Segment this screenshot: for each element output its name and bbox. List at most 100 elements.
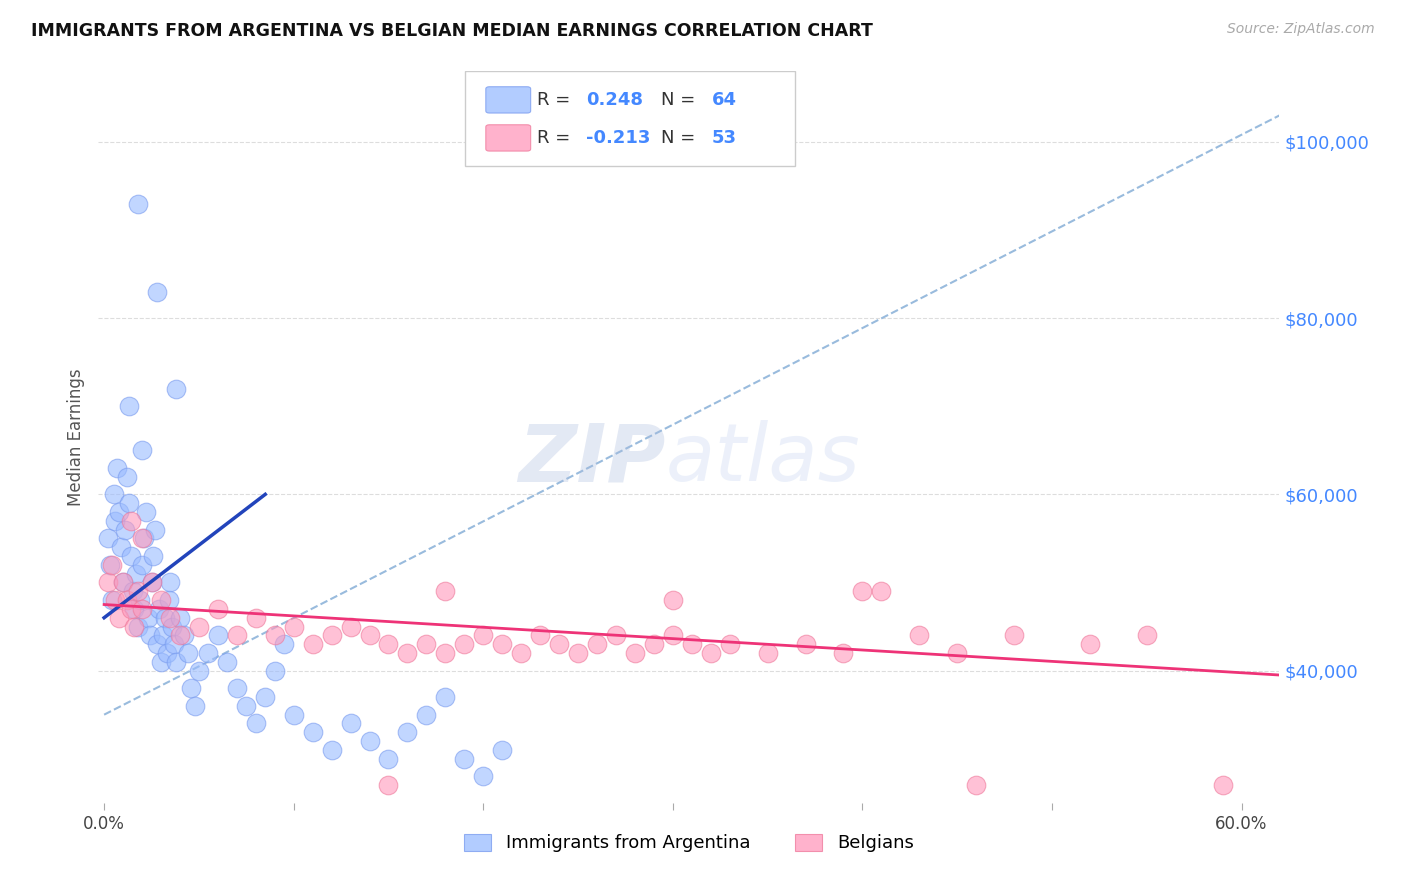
Point: [153, 611, 176, 625]
Point: [138, 628, 160, 642]
Point: [254, 690, 277, 704]
Text: 53: 53: [711, 129, 737, 147]
Point: [104, 593, 127, 607]
Point: [491, 743, 513, 757]
Point: [870, 584, 893, 599]
Text: 64: 64: [711, 91, 737, 109]
Point: [415, 637, 437, 651]
Point: [100, 558, 122, 572]
Point: [124, 602, 146, 616]
Point: [225, 628, 247, 642]
Point: [273, 637, 295, 651]
Point: [700, 646, 723, 660]
Text: ZIP: ZIP: [517, 420, 665, 498]
Point: [149, 593, 172, 607]
Point: [149, 655, 172, 669]
Point: [301, 725, 323, 739]
Point: [110, 540, 132, 554]
Point: [100, 593, 122, 607]
Point: [946, 646, 969, 660]
Point: [283, 707, 305, 722]
Point: [377, 778, 399, 792]
Point: [1212, 778, 1234, 792]
Point: [143, 523, 166, 537]
Point: [377, 637, 399, 651]
Point: [359, 628, 381, 642]
Point: [120, 602, 142, 616]
FancyBboxPatch shape: [486, 87, 530, 113]
Point: [339, 619, 361, 633]
Point: [207, 628, 229, 642]
Point: [127, 584, 149, 599]
Point: [148, 602, 170, 616]
Point: [127, 619, 149, 633]
Point: [141, 575, 163, 590]
Point: [136, 611, 159, 625]
Point: [301, 637, 323, 651]
Point: [681, 637, 703, 651]
Point: [453, 752, 475, 766]
Text: R =: R =: [537, 91, 575, 109]
Point: [176, 646, 198, 660]
Point: [118, 399, 141, 413]
Point: [283, 619, 305, 633]
Point: [529, 628, 551, 642]
Point: [159, 575, 181, 590]
Point: [434, 646, 457, 660]
Point: [794, 637, 817, 651]
Point: [225, 681, 247, 696]
Point: [173, 628, 195, 642]
Point: [605, 628, 627, 642]
Point: [472, 769, 495, 783]
Point: [105, 461, 128, 475]
Point: [97, 575, 120, 590]
Point: [108, 611, 131, 625]
Point: [165, 655, 187, 669]
Point: [548, 637, 571, 651]
Text: N =: N =: [661, 129, 700, 147]
Point: [131, 558, 153, 572]
Point: [1002, 628, 1025, 642]
Point: [142, 549, 165, 563]
Point: [146, 285, 169, 299]
Point: [965, 778, 987, 792]
Point: [169, 628, 191, 642]
Point: [104, 514, 127, 528]
Point: [263, 664, 285, 678]
Point: [491, 637, 513, 651]
Point: [129, 593, 152, 607]
Point: [624, 646, 647, 660]
Point: [718, 637, 741, 651]
Point: [832, 646, 855, 660]
Point: [1078, 637, 1101, 651]
Point: [157, 593, 180, 607]
Point: [339, 716, 361, 731]
Point: [165, 382, 187, 396]
Point: [187, 664, 209, 678]
Point: [131, 532, 153, 546]
Point: [567, 646, 589, 660]
Point: [245, 611, 267, 625]
Point: [245, 716, 267, 731]
Point: [146, 637, 169, 651]
Point: [108, 505, 131, 519]
Point: [125, 566, 148, 581]
Point: [131, 602, 153, 616]
Point: [197, 646, 219, 660]
Point: [98, 558, 121, 572]
Point: [756, 646, 779, 660]
Point: [163, 637, 186, 651]
Point: [120, 514, 142, 528]
Point: [112, 575, 135, 590]
Point: [184, 698, 207, 713]
Point: [510, 646, 533, 660]
Point: [321, 628, 343, 642]
Point: [643, 637, 665, 651]
Point: [217, 655, 239, 669]
Point: [415, 707, 437, 722]
Point: [124, 619, 146, 633]
Point: [103, 487, 125, 501]
Point: [120, 549, 142, 563]
Point: [180, 681, 202, 696]
Point: [235, 698, 257, 713]
